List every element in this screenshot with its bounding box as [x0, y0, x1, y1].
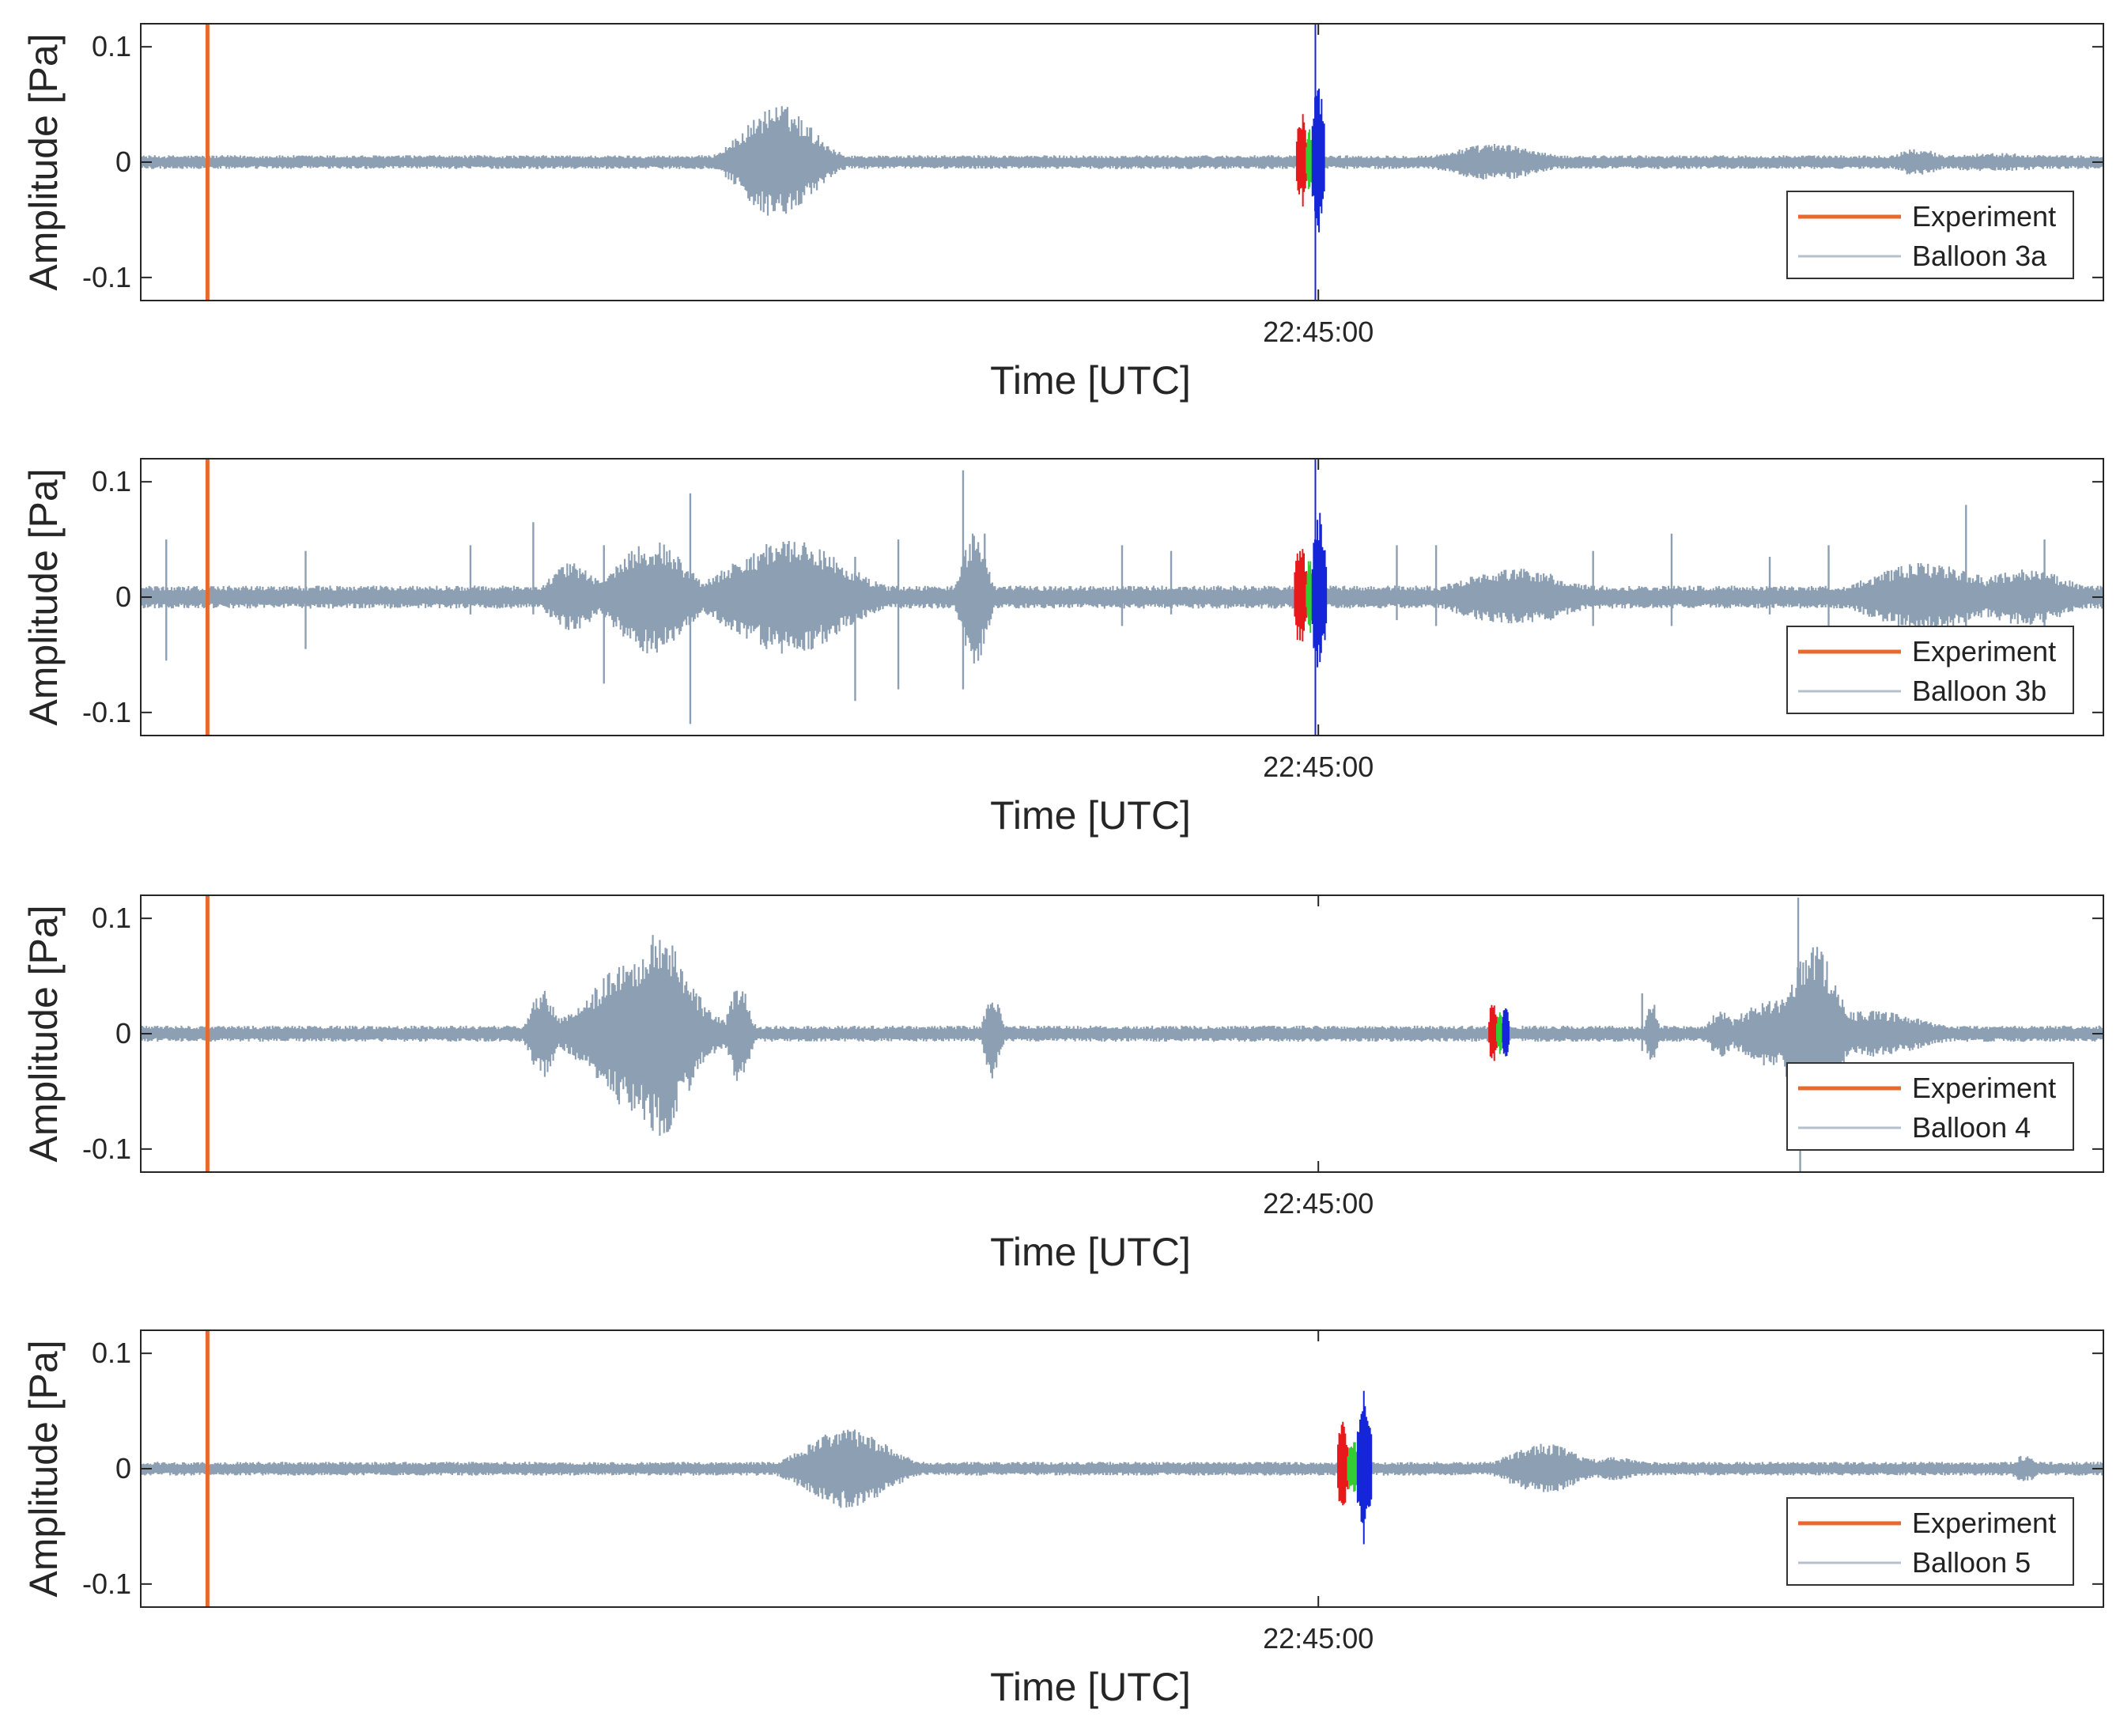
ytick-label: 0	[115, 146, 131, 178]
ytick-label: -0.1	[82, 1133, 131, 1165]
xlabel: Time [UTC]	[990, 358, 1191, 403]
panel-balloon-5: Amplitude [Pa] Time [UTC] 22:45:00 -0.1 …	[21, 1329, 2104, 1709]
legend-balloon-label: Balloon 3a	[1912, 240, 2047, 272]
ytick-label: 0	[115, 1452, 131, 1484]
ytick-label: 0.1	[92, 30, 131, 62]
xlabel: Time [UTC]	[990, 1230, 1191, 1274]
arrival-red	[1294, 549, 1308, 641]
ytick-label: -0.1	[82, 261, 131, 293]
arrival-blue	[1356, 1390, 1373, 1545]
legend-experiment-label: Experiment	[1912, 1507, 2056, 1539]
legend-balloon-label: Balloon 3b	[1912, 675, 2046, 707]
xtick-label: 22:45:00	[1263, 751, 1374, 783]
ylabel: Amplitude [Pa]	[21, 905, 66, 1162]
xtick-label: 22:45:00	[1263, 1187, 1374, 1220]
legend-experiment-label: Experiment	[1912, 200, 2056, 233]
legend-experiment-label: Experiment	[1912, 635, 2056, 668]
arrival-red	[1488, 1004, 1498, 1061]
legend-experiment-label: Experiment	[1912, 1072, 2056, 1104]
arrival-green	[1306, 129, 1313, 190]
panel-balloon-3b: Amplitude [Pa] Time [UTC] 22:45:00 -0.1 …	[21, 458, 2104, 838]
legend-box	[1786, 1497, 2074, 1586]
panel-balloon-3a: Amplitude [Pa] Time [UTC] 22:45:00 -0.1 …	[21, 23, 2104, 403]
panel-balloon-4: Amplitude [Pa] Time [UTC] 22:45:00 -0.1 …	[21, 894, 2104, 1274]
arrival-blue	[1311, 89, 1325, 233]
ylabel: Amplitude [Pa]	[21, 468, 66, 725]
ytick-label: 0.1	[92, 902, 131, 934]
xtick-label: 22:45:00	[1263, 316, 1374, 348]
ytick-label: 0.1	[92, 465, 131, 497]
legend-box	[1786, 191, 2074, 279]
arrival-green	[1306, 561, 1313, 634]
xlabel: Time [UTC]	[990, 793, 1191, 838]
ytick-label: -0.1	[82, 1568, 131, 1600]
arrival-green	[1347, 1442, 1359, 1492]
xlabel: Time [UTC]	[990, 1665, 1191, 1709]
balloon-trace	[141, 1429, 2103, 1508]
balloon-trace	[141, 533, 2103, 664]
arrival-blue	[1311, 512, 1328, 668]
arrival-green	[1496, 1012, 1504, 1054]
ytick-label: 0	[115, 581, 131, 613]
ytick-label: 0	[115, 1017, 131, 1050]
legend-box	[1786, 1062, 2074, 1151]
xtick-label: 22:45:00	[1263, 1622, 1374, 1655]
legend-balloon-label: Balloon 5	[1912, 1546, 2031, 1579]
legend-balloon-label: Balloon 4	[1912, 1111, 2031, 1144]
arrival-red	[1337, 1421, 1349, 1506]
arrival-red	[1295, 114, 1308, 207]
arrival-blue	[1502, 1008, 1510, 1057]
legend-box	[1786, 626, 2074, 714]
balloon-trace	[141, 935, 2103, 1136]
balloon-trace	[141, 106, 2103, 216]
ylabel: Amplitude [Pa]	[21, 33, 66, 290]
ylabel: Amplitude [Pa]	[21, 1340, 66, 1597]
ytick-label: 0.1	[92, 1337, 131, 1369]
ytick-label: -0.1	[82, 696, 131, 728]
